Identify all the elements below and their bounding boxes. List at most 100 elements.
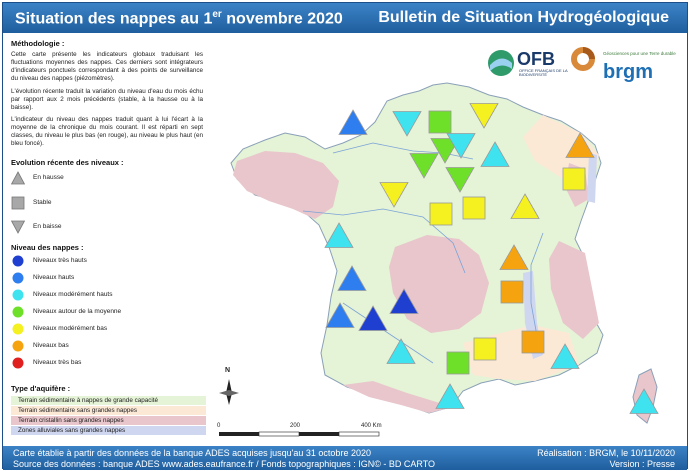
methodology-paragraph-3: L'indicateur du niveau des nappes tradui… <box>11 116 203 147</box>
station-square <box>521 330 545 354</box>
station-triangle-up <box>499 244 529 270</box>
methodology-paragraph-1: Cette carte présente les indicateurs glo… <box>11 51 203 82</box>
station-triangle-up <box>389 288 419 314</box>
level-legend-item: Niveaux bas <box>11 339 206 353</box>
level-legend-label: Niveaux hauts <box>33 274 75 281</box>
methodology-title: Méthodologie : <box>11 39 65 48</box>
station-triangle-up <box>510 193 540 219</box>
methodology-paragraph-2: L'évolution récente traduit la variation… <box>11 87 203 111</box>
logos-area: OFB OFFICE FRANÇAIS DE LA BIODIVERSITÉ G… <box>487 45 683 89</box>
brgm-logo-subtext: Géosciences pour une Terre durable <box>603 51 676 56</box>
station-symbols <box>324 103 659 414</box>
station-triangle-up <box>435 383 465 409</box>
alps-zone <box>549 241 599 339</box>
france-map <box>206 39 684 445</box>
trend-legend-down: En baisse <box>11 220 206 234</box>
north-label: N <box>225 367 231 374</box>
footer-bar: Carte établie à partir des données de la… <box>3 446 687 470</box>
station-triangle-down <box>445 167 475 193</box>
page-title: Situation des nappes au 1er novembre 202… <box>15 9 343 28</box>
footer-data-note: Carte établie à partir des données de la… <box>13 448 371 458</box>
trend-label-down: En baisse <box>33 223 62 230</box>
station-triangle-down <box>446 133 476 159</box>
station-triangle-down <box>379 182 409 208</box>
trend-legend-up: En hausse <box>11 171 206 185</box>
station-triangle-down <box>409 153 439 179</box>
header-bar: Situation des nappes au 1er novembre 202… <box>3 3 687 33</box>
level-dot-icon <box>12 340 24 352</box>
station-square <box>446 351 470 375</box>
level-legend-label: Niveaux autour de la moyenne <box>33 308 122 315</box>
level-legend-label: Niveaux modérément bas <box>33 325 108 332</box>
aquifer-legend-item: Terrain sédimentaire sans grandes nappes <box>11 406 207 415</box>
scale-bar <box>219 431 380 437</box>
station-square <box>562 167 586 191</box>
triangle-up-icon <box>11 171 25 185</box>
level-legend-item: Niveaux hauts <box>11 271 206 285</box>
trend-label-stable: Stable <box>33 199 52 206</box>
level-dot-icon <box>12 306 24 318</box>
methodology-panel: Méthodologie : Cette carte présente les … <box>11 39 203 153</box>
scale-label-200: 200 <box>290 423 301 429</box>
square-icon <box>11 196 25 210</box>
map-canvas <box>230 82 659 424</box>
station-triangle-down <box>392 111 422 137</box>
brgm-logo-icon <box>571 47 595 71</box>
level-legend-item: Niveaux très hauts <box>11 254 206 268</box>
river-loire <box>302 208 466 274</box>
level-legend-title: Niveau des nappes : <box>11 243 84 252</box>
trend-legend-title: Evolution récente des niveaux : <box>11 158 124 167</box>
level-legend-label: Niveaux très bas <box>33 359 82 366</box>
station-triangle-up <box>480 141 510 167</box>
alluvial-rhine <box>587 153 597 203</box>
aquifer-legend-item: Terrain sédimentaire à nappes de grande … <box>11 396 207 405</box>
station-square <box>428 110 452 134</box>
station-square <box>462 196 486 220</box>
level-dot-icon <box>12 255 24 267</box>
level-legend-item: Niveaux modérément bas <box>11 322 206 336</box>
footer-source: Source des données : banque ADES www.ade… <box>13 459 436 469</box>
station-triangle-up <box>325 302 355 328</box>
aquifer-legend-item: Zones alluviales sans grandes nappes <box>11 426 207 435</box>
aquifer-legend-label: Terrain cristallin sans grandes nappes <box>18 417 124 424</box>
level-dot-icon <box>12 272 24 284</box>
station-square <box>500 280 524 304</box>
brgm-logo-text: brgm <box>603 61 653 83</box>
north-arrow-icon <box>219 379 239 405</box>
station-triangle-down <box>469 103 499 129</box>
station-square <box>473 337 497 361</box>
scale-label-400: 400 Km <box>361 423 382 429</box>
river-seine <box>332 142 474 160</box>
level-legend-label: Niveaux modérément hauts <box>33 291 113 298</box>
station-triangle-up <box>324 222 354 248</box>
station-triangle-up <box>565 132 595 158</box>
level-legend-label: Niveaux bas <box>33 342 69 349</box>
station-triangle-up <box>550 343 580 369</box>
station-square <box>429 202 453 226</box>
aquifer-legend-label: Terrain sédimentaire à nappes de grande … <box>18 397 159 404</box>
ofb-logo-subtext: OFFICE FRANÇAIS DE LA BIODIVERSITÉ <box>519 68 568 78</box>
footer-credit: Réalisation : BRGM, le 10/11/2020 <box>537 448 675 458</box>
trend-label-up: En hausse <box>33 174 64 181</box>
river-garonne <box>342 302 434 364</box>
station-triangle-up <box>338 109 368 135</box>
level-legend-item: Niveaux modérément hauts <box>11 288 206 302</box>
trend-legend-stable: Stable <box>11 196 206 210</box>
level-dot-icon <box>12 357 24 369</box>
triangle-down-icon <box>11 220 25 234</box>
level-legend-item: Niveaux très bas <box>11 356 206 370</box>
aquifer-legend-label: Terrain sédimentaire sans grandes nappes <box>18 407 138 414</box>
aquifer-legend-label: Zones alluviales sans grandes nappes <box>18 427 126 434</box>
armorican-massif <box>233 151 339 219</box>
station-triangle-down <box>430 138 460 164</box>
station-triangle-up <box>629 388 659 414</box>
station-triangle-up <box>358 305 388 331</box>
aquifer-legend-item: Terrain cristallin sans grandes nappes <box>11 416 207 425</box>
station-triangle-up <box>337 265 367 291</box>
scale-label-0: 0 <box>217 423 221 429</box>
level-legend-item: Niveaux autour de la moyenne <box>11 305 206 319</box>
level-dot-icon <box>12 323 24 335</box>
station-triangle-up <box>386 338 416 364</box>
pyrenees-zone <box>343 381 453 413</box>
